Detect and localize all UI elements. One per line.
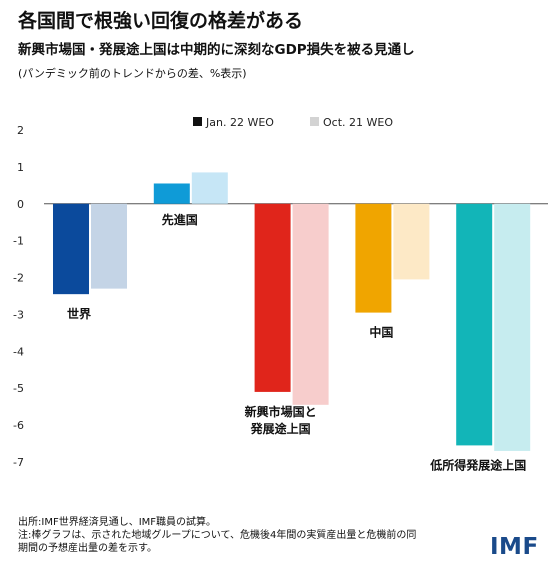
category-label: 中国 <box>369 325 393 340</box>
category-label: 低所得発展途上国 <box>429 457 526 472</box>
y-tick-label: 1 <box>17 161 24 174</box>
y-tick-label: 0 <box>17 198 24 211</box>
bar <box>254 203 291 392</box>
footnote-line-1: 注:棒グラフは、示された地域グループについて、危機後4年間の実質産出量と危機前の… <box>18 530 417 541</box>
footnote-line-2: 期間の予想産出量の差を示す。 <box>18 543 157 554</box>
chart-subtitle: 新興市場国・発展途上国は中期的に深刻なGDP損失を被る見通し <box>18 42 415 58</box>
bar <box>494 203 531 451</box>
imf-logo: IMF <box>490 534 539 560</box>
chart-title: 各国間で根強い回復の格差がある <box>18 10 304 32</box>
source-note: 出所:IMF世界経済見通し、IMF職員の試算。 <box>18 517 217 528</box>
y-tick-label: -2 <box>13 272 24 285</box>
y-tick-label: 2 <box>17 124 24 137</box>
y-tick-label: -6 <box>13 419 24 432</box>
y-tick-label: -4 <box>13 345 24 358</box>
y-tick-label: -7 <box>13 456 24 469</box>
y-tick-label: -1 <box>13 235 24 248</box>
bar <box>91 203 127 289</box>
category-label: 世界 <box>67 306 91 321</box>
legend-label: Jan. 22 WEO <box>205 116 274 129</box>
category-label: 発展途上国 <box>250 421 311 436</box>
chart-footer: 出所:IMF世界経済見通し、IMF職員の試算。 注:棒グラフは、示された地域グル… <box>18 516 473 555</box>
y-tick-label: -5 <box>13 382 24 395</box>
bar <box>153 183 190 204</box>
bar <box>292 203 329 405</box>
chart-unit-note: (パンデミック前のトレンドからの差、%表示) <box>18 67 247 80</box>
bar <box>393 203 430 280</box>
bar <box>355 203 392 313</box>
category-label: 新興市場国と <box>245 404 317 419</box>
legend-swatch <box>193 117 202 126</box>
bar <box>191 172 228 204</box>
legend-swatch <box>310 117 319 126</box>
y-tick-label: -3 <box>13 308 24 321</box>
category-label: 先進国 <box>162 212 198 227</box>
bar <box>53 203 89 295</box>
bar <box>456 203 493 446</box>
legend-label: Oct. 21 WEO <box>323 116 393 129</box>
